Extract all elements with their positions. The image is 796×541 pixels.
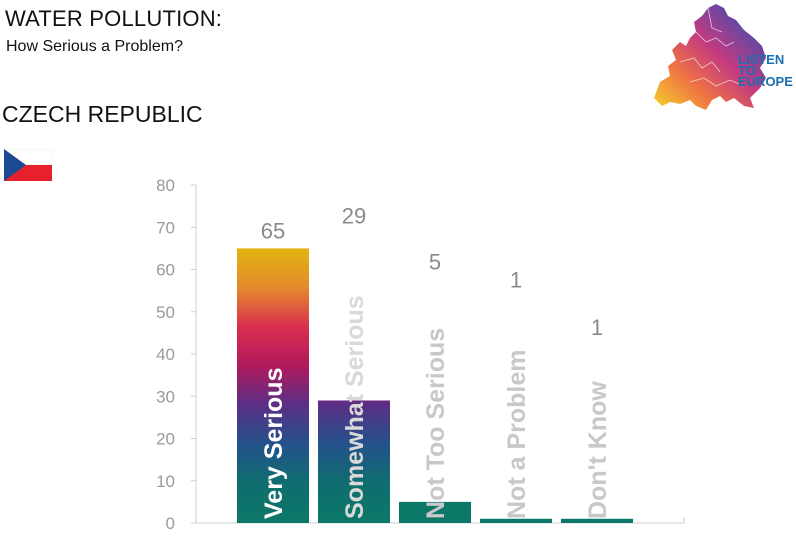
category-label: Not Too Serious	[422, 328, 450, 519]
y-tick-label: 60	[156, 261, 175, 280]
y-tick-label: 20	[156, 430, 175, 449]
bar-value-label: 1	[510, 268, 522, 293]
logo-text-line-3: EUROPE	[738, 74, 793, 89]
listen-to-europe-logo: LISTEN TO EUROPE	[654, 4, 793, 110]
category-label: Somewhat Serious	[341, 295, 369, 519]
y-tick-label: 50	[156, 303, 175, 322]
category-label: Very Serious	[260, 368, 288, 519]
y-tick-label: 40	[156, 345, 175, 364]
page-title: WATER POLLUTION:	[5, 6, 223, 31]
category-label: Don't Know	[584, 381, 612, 519]
y-tick-label: 80	[156, 176, 175, 195]
czech-flag-icon	[4, 149, 52, 181]
logo-text-line-2: TO	[738, 63, 756, 78]
y-tick-label: 30	[156, 387, 175, 406]
category-label: Not a Problem	[503, 350, 531, 519]
bar	[480, 518, 552, 523]
bar	[318, 400, 390, 523]
page-subtitle: How Serious a Problem?	[6, 38, 183, 55]
country-heading: CZECH REPUBLIC	[2, 101, 203, 127]
bar	[237, 248, 309, 523]
bar-value-label: 5	[429, 250, 441, 275]
y-tick-label: 70	[156, 218, 175, 237]
bar	[399, 501, 471, 523]
bar-value-label: 1	[591, 315, 603, 340]
bar	[561, 518, 633, 523]
bar-value-label: 29	[342, 203, 366, 228]
y-tick-label: 10	[156, 472, 175, 491]
bar-value-label: 65	[261, 218, 285, 243]
y-tick-label: 0	[166, 514, 175, 533]
logo-text-line-1: LISTEN	[738, 52, 784, 67]
